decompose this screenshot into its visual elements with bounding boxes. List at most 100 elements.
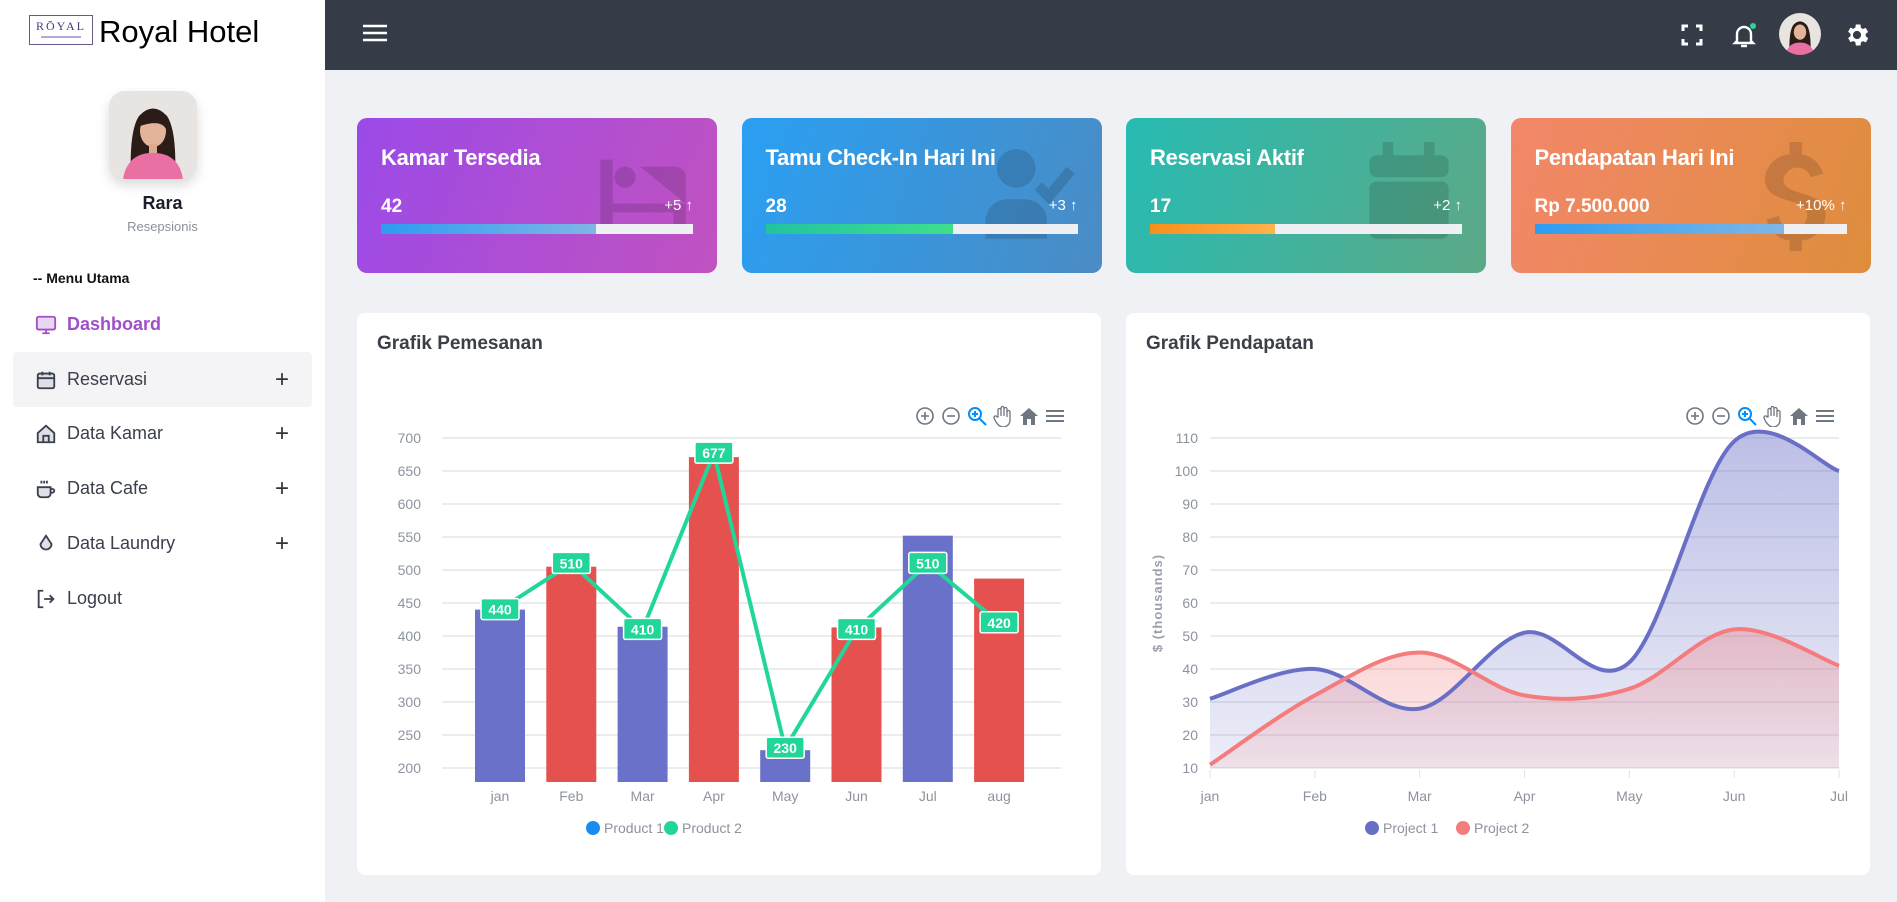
legend-label: Product 1 xyxy=(604,820,664,836)
calendar-icon xyxy=(36,371,56,389)
legend-label: Product 2 xyxy=(682,820,742,836)
fullscreen-icon[interactable] xyxy=(1678,21,1706,49)
arrow-up-icon: ↑ xyxy=(1454,197,1463,214)
progress-bar xyxy=(1150,224,1462,234)
stat-card-title: Kamar Tersedia xyxy=(381,145,541,170)
stat-card-title: Reservasi Aktif xyxy=(1150,145,1304,170)
data-label: 440 xyxy=(488,602,512,618)
hotel-logo[interactable]: RŌYAL xyxy=(29,15,93,45)
data-label: 677 xyxy=(702,445,726,461)
sidebar-item-dashboard[interactable]: Dashboard xyxy=(13,297,312,352)
menu-icon[interactable] xyxy=(1044,405,1066,427)
menu-icon[interactable] xyxy=(361,19,389,47)
zoom-out-icon[interactable] xyxy=(940,405,962,427)
zoom-out-icon[interactable] xyxy=(1710,405,1732,427)
x-tick-label: May xyxy=(1616,788,1642,804)
y-tick-label: 30 xyxy=(1182,694,1198,710)
chart-title: Grafik Pendapatan xyxy=(1146,333,1314,354)
expand-icon[interactable]: + xyxy=(275,529,290,557)
data-label: 510 xyxy=(560,555,584,571)
selection-zoom-icon[interactable] xyxy=(1736,405,1758,427)
sidebar-item-label: Data Laundry xyxy=(67,533,176,553)
stat-card-value: 17 xyxy=(1150,196,1172,217)
y-tick-label: 50 xyxy=(1182,628,1198,644)
chart-toolbar xyxy=(1684,405,1836,428)
zoom-in-icon[interactable] xyxy=(914,405,936,427)
y-tick-label: 40 xyxy=(1182,661,1198,677)
y-tick-label: 700 xyxy=(398,430,422,446)
expand-icon[interactable]: + xyxy=(275,365,290,393)
x-tick-label: Feb xyxy=(1303,788,1327,804)
data-label-box xyxy=(551,551,592,575)
progress-fill xyxy=(1150,224,1275,234)
avatar[interactable] xyxy=(1779,13,1821,55)
pan-icon[interactable] xyxy=(1762,405,1784,428)
menu-icon[interactable] xyxy=(1814,405,1836,427)
selection-zoom-icon[interactable] xyxy=(966,405,988,427)
pan-icon[interactable] xyxy=(992,405,1014,428)
y-tick-label: 10 xyxy=(1182,760,1198,776)
y-tick-label: 110 xyxy=(1176,430,1199,446)
y-tick-label: 80 xyxy=(1182,529,1198,545)
sidebar-item-label: Reservasi xyxy=(67,369,148,389)
y-tick-label: 650 xyxy=(398,463,422,479)
data-label: 510 xyxy=(916,555,940,571)
stat-card[interactable]: Reservasi Aktif 17 +2 ↑ xyxy=(1126,118,1486,273)
x-tick-label: Mar xyxy=(1408,788,1432,804)
logout-icon xyxy=(37,589,55,608)
y-tick-label: 500 xyxy=(398,562,422,578)
sidebar-item-label: Data Kamar xyxy=(67,423,164,443)
user-avatar xyxy=(109,91,197,179)
bar xyxy=(617,626,668,782)
legend-marker xyxy=(664,821,678,835)
stat-card-title: Pendapatan Hari Ini xyxy=(1534,145,1735,170)
legend-marker xyxy=(586,821,600,835)
stat-card[interactable]: Pendapatan Hari Ini Rp 7.500.000 +10% ↑ xyxy=(1510,118,1871,273)
sidebar-item-logout[interactable]: Logout xyxy=(13,571,312,626)
expand-icon[interactable]: + xyxy=(275,474,290,502)
reset-home-icon[interactable] xyxy=(1018,405,1040,427)
zoom-in-icon[interactable] xyxy=(1684,405,1706,427)
data-label-box xyxy=(480,597,520,621)
sidebar-item-data-laundry[interactable]: Data Laundry + xyxy=(13,516,312,571)
sidebar-item-data-kamar[interactable]: Data Kamar + xyxy=(13,406,312,461)
sidebar-item-reservasi[interactable]: Reservasi + xyxy=(13,352,312,407)
booking-chart-panel: Grafik Pemesanan 200 250 300 350 400 450 500 55… xyxy=(357,313,1101,875)
data-label: 420 xyxy=(987,615,1011,631)
data-label: 410 xyxy=(631,621,655,637)
change-value: +2 xyxy=(1433,197,1451,214)
stat-card-title: Tamu Check-In Hari Ini xyxy=(765,145,996,170)
data-label: 410 xyxy=(845,621,869,637)
reset-home-icon[interactable] xyxy=(1788,405,1810,427)
gear-icon[interactable] xyxy=(1843,21,1871,49)
sidebar: RŌYAL Royal Hotel Rara Resepsionis -- Me… xyxy=(0,0,325,902)
line-series xyxy=(498,446,1001,754)
stat-card[interactable]: Tamu Check-In Hari Ini 28 +3 ↑ xyxy=(741,118,1102,273)
stat-card-change: +10% ↑ xyxy=(1796,197,1846,214)
x-tick-label: Feb xyxy=(559,788,583,804)
y-tick-label: 70 xyxy=(1182,562,1198,578)
line-series xyxy=(1208,627,1840,767)
x-tick-label: Jun xyxy=(1723,788,1746,804)
stat-card[interactable]: Kamar Tersedia 42 +5 ↑ xyxy=(357,118,717,273)
x-tick-label: jan xyxy=(1200,788,1220,804)
arrow-up-icon: ↑ xyxy=(685,197,694,214)
sidebar-item-label: Logout xyxy=(67,588,123,608)
sidebar-item-data-cafe[interactable]: Data Cafe + xyxy=(13,461,312,516)
expand-icon[interactable]: + xyxy=(275,419,290,447)
y-tick-label: 250 xyxy=(398,727,422,743)
revenue-chart-panel: Grafik Pendapatan 10 20 30 40 50 60 70 80 90 100 1… xyxy=(1126,313,1870,875)
y-tick-label: 100 xyxy=(1175,463,1199,479)
bell-icon[interactable] xyxy=(1730,21,1758,49)
brand-title[interactable]: Royal Hotel xyxy=(99,14,260,49)
data-label-box xyxy=(836,617,877,641)
menu-section-title: -- Menu Utama xyxy=(33,270,130,286)
data-label-box xyxy=(622,617,663,641)
legend-marker xyxy=(1365,821,1379,835)
x-tick-label: Apr xyxy=(1514,788,1536,804)
sidebar-item-label: Data Cafe xyxy=(67,478,149,498)
arrow-up-icon: ↑ xyxy=(1070,197,1078,214)
change-value: +3 xyxy=(1048,197,1066,214)
progress-bar xyxy=(765,224,1078,234)
y-tick-label: 90 xyxy=(1182,496,1198,512)
